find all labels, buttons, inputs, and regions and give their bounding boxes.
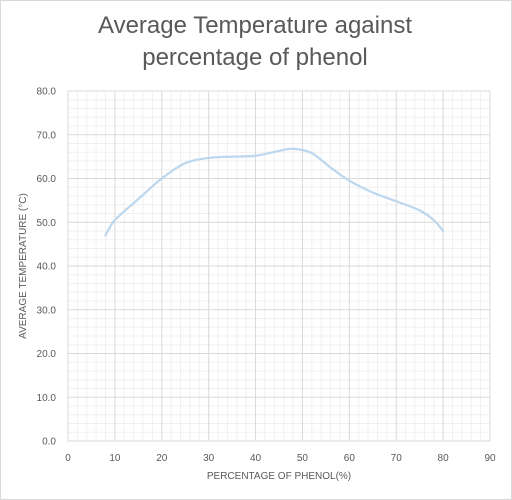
y-tick-label: 20.0 [37,349,57,360]
chart-title-line-2: percentage of phenol [142,44,368,71]
x-tick-labels: 0 10 20 30 40 50 60 70 80 90 [65,453,496,464]
y-axis-label: AVERAGE TEMPERATURE (°C) [18,193,29,339]
y-tick-label: 40.0 [37,262,57,273]
x-axis-label: PERCENTAGE OF PHENOL(%) [207,471,351,482]
x-tick-label: 70 [391,453,403,464]
series-line-0 [104,147,445,237]
x-tick-label: 50 [297,453,309,464]
series-layer [104,147,445,237]
y-tick-label: 60.0 [37,174,57,185]
y-tick-label: 10.0 [37,393,57,404]
x-tick-label: 60 [344,453,356,464]
chart-title: Average Temperature against percentage o… [0,10,510,74]
x-tick-label: 90 [484,453,496,464]
x-tick-label: 80 [438,453,450,464]
x-tick-label: 10 [109,453,121,464]
x-tick-label: 30 [203,453,215,464]
y-tick-labels: 0.0 10.0 20.0 30.0 40.0 50.0 60.0 70.0 80.0 [37,87,57,448]
y-tick-label: 80.0 [37,87,57,98]
chart-title-line-1: Average Temperature against [98,12,412,39]
x-tick-label: 40 [250,453,262,464]
y-tick-label: 0.0 [42,437,56,448]
y-tick-label: 30.0 [37,305,57,316]
y-tick-label: 50.0 [37,218,57,229]
x-tick-label: 20 [156,453,168,464]
y-tick-label: 70.0 [37,130,57,141]
x-tick-label: 0 [65,453,71,464]
